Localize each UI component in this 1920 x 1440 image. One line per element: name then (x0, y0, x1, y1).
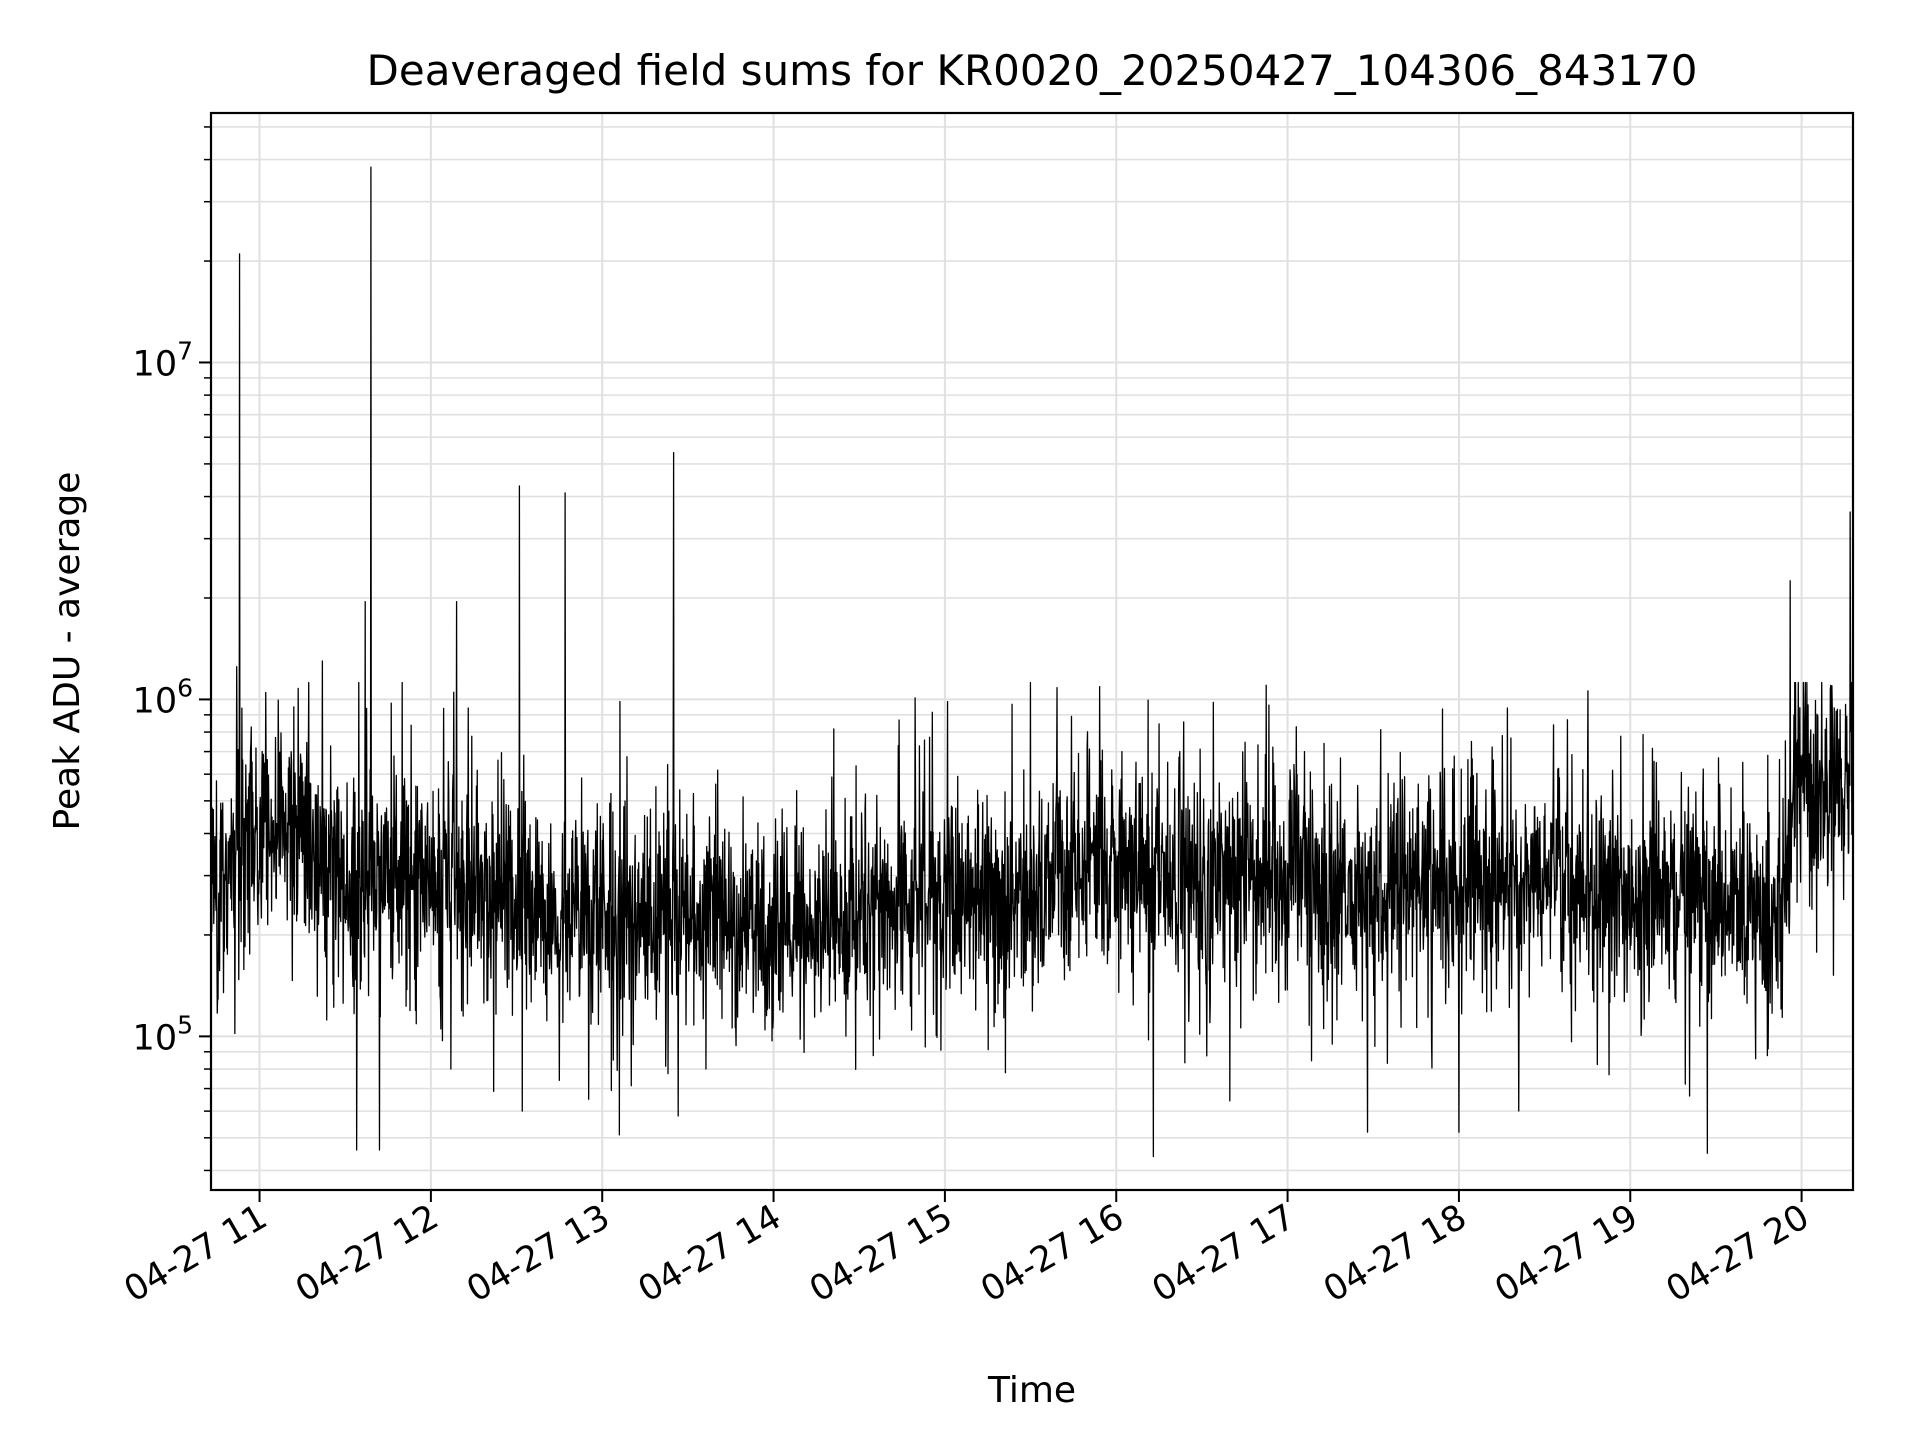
y-axis-label: Peak ADU - average (47, 472, 88, 831)
y-tick-label: 106 (133, 673, 193, 721)
y-axis: 105 106 107 (133, 126, 211, 1172)
y-tick-label: 107 (133, 336, 193, 384)
y-tick-label: 105 (133, 1010, 193, 1058)
x-axis-label: Time (987, 1370, 1076, 1411)
series-path (210, 166, 1854, 1158)
series-line (210, 166, 1854, 1158)
plot-frame (209, 111, 1855, 1192)
chart-title: Deaveraged field sums for KR0020_2025042… (367, 46, 1698, 95)
